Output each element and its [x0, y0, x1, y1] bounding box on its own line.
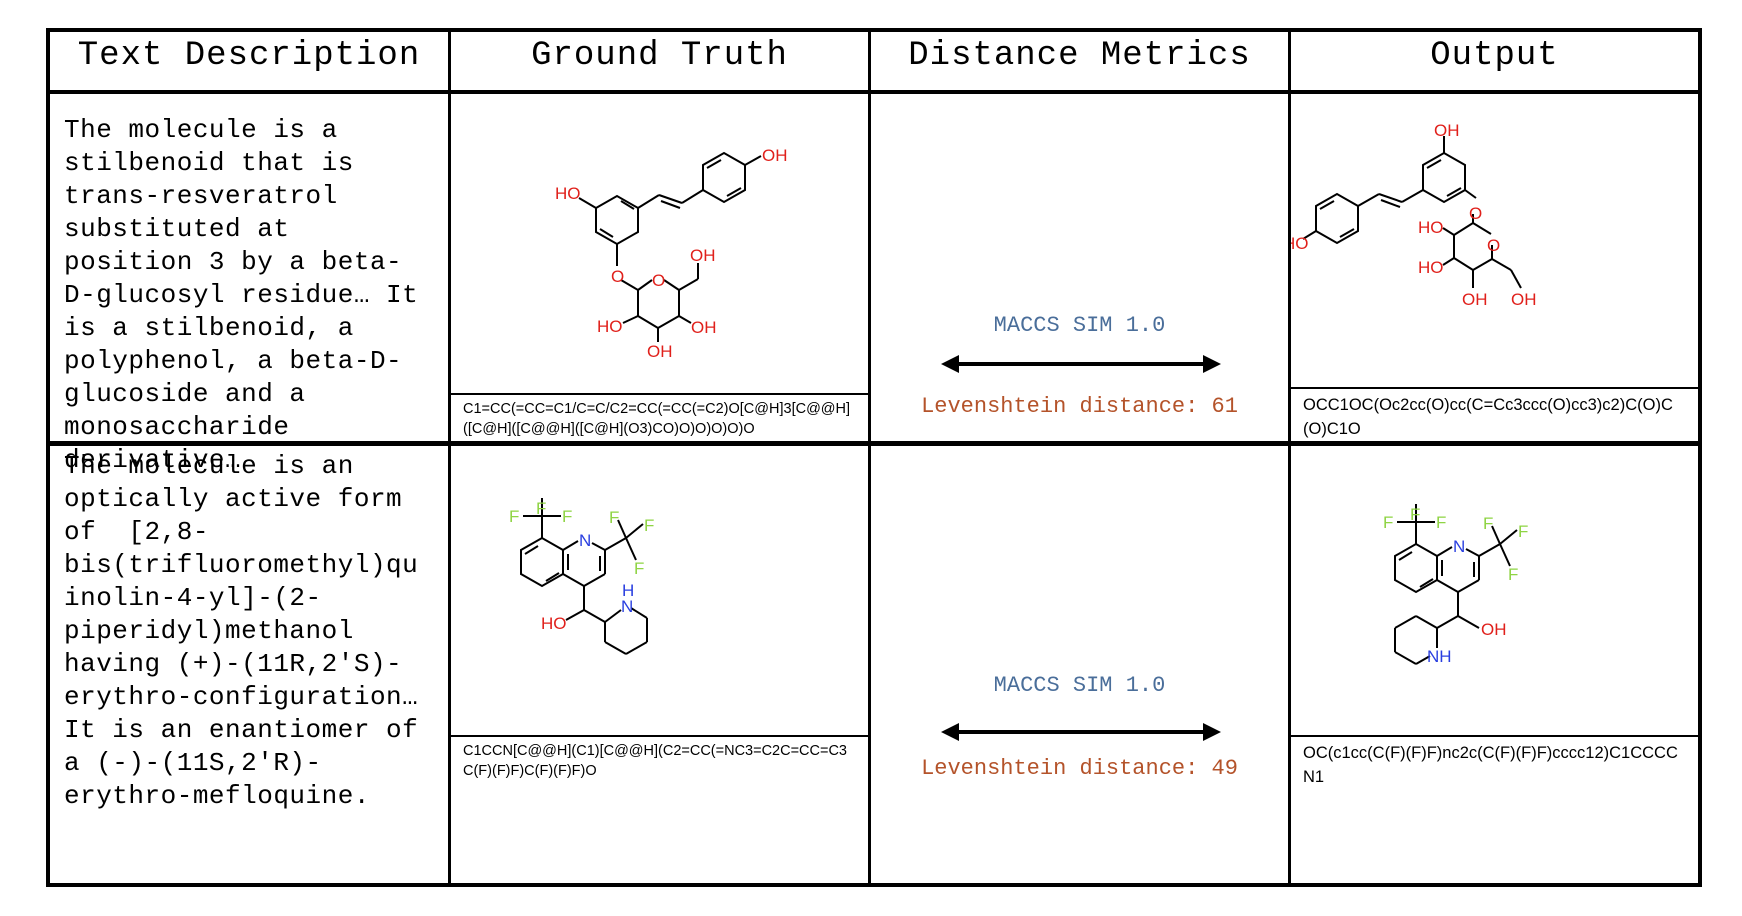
- atom-label: OH: [1434, 121, 1460, 140]
- row1-double-arrow: [941, 355, 1221, 373]
- table-top-border: [46, 28, 1702, 32]
- atom-label: F: [634, 559, 644, 578]
- row1-ground-truth-smiles: C1=CC(=CC=C1/C=C/C2=CC(=CC(=C2)O[C@H]3[C…: [451, 393, 868, 441]
- atom-label: NH: [1427, 647, 1452, 666]
- atom-label: O: [652, 271, 665, 290]
- header-text-description: Text Description: [77, 37, 421, 75]
- header-output: Output: [1430, 37, 1559, 75]
- row1-maccs-sim: MACCS SIM 1.0: [993, 313, 1166, 338]
- atom-label: OH: [1462, 290, 1488, 309]
- table-bottom-border: [46, 883, 1702, 887]
- atom-label: N: [579, 531, 591, 550]
- column-divider: [448, 28, 451, 886]
- row1-output-smiles: OCC1OC(Oc2cc(O)cc(C=Cc3ccc(O)cc3)c2)C(O)…: [1291, 387, 1698, 441]
- row2-ground-truth-structure: F F F F F F N N H HO: [509, 498, 654, 655]
- atom-label: OH: [762, 146, 788, 165]
- atom-label: F: [562, 507, 572, 526]
- row2-double-arrow: [941, 723, 1221, 741]
- atom-label: HO: [555, 184, 581, 203]
- row2-output-structure: F F F F F F N NH OH: [1383, 504, 1528, 666]
- column-divider: [1288, 28, 1291, 886]
- atom-label: O: [1469, 204, 1482, 223]
- atom-label: OH: [1481, 620, 1507, 639]
- atom-label: O: [611, 267, 624, 286]
- atom-label: HO: [1418, 218, 1444, 237]
- column-divider: [868, 28, 871, 886]
- row1-ground-truth-structure: OH HO O O OH OH HO OH: [555, 146, 788, 361]
- atom-label: HO: [597, 317, 623, 336]
- atom-label: H: [622, 581, 634, 600]
- comparison-table: Text Description Ground Truth Distance M…: [46, 28, 1702, 887]
- row1-description: The molecule is a stilbenoid that is tra…: [64, 115, 419, 475]
- atom-label: OH: [690, 246, 716, 265]
- table-right-border: [1698, 28, 1702, 886]
- atom-label: OH: [1511, 290, 1537, 309]
- atom-label: F: [536, 499, 546, 518]
- atom-label: OH: [691, 318, 717, 337]
- row2-description: The molecule is an optically active form…: [64, 451, 419, 811]
- atom-label: O: [1487, 236, 1500, 255]
- row1-output-structure: OH O O HO HO OH OH HO: [1291, 121, 1537, 309]
- atom-label: F: [1518, 522, 1528, 541]
- row2-output-smiles: OC(c1cc(C(F)(F)F)nc2c(C(F)(F)F)cccc12)C1…: [1291, 735, 1698, 786]
- atom-label: OH: [647, 342, 673, 361]
- atom-label: F: [644, 516, 654, 535]
- row1-levenshtein: Levenshtein distance: 61: [921, 394, 1238, 419]
- atom-label: HO: [541, 614, 567, 633]
- atom-label: F: [509, 507, 519, 526]
- atom-label: HO: [1291, 234, 1309, 253]
- table-left-border: [46, 28, 50, 886]
- atom-label: F: [1436, 513, 1446, 532]
- atom-label: F: [1410, 505, 1420, 524]
- atom-label: F: [1508, 565, 1518, 584]
- atom-label: HO: [1418, 258, 1444, 277]
- atom-label: F: [609, 508, 619, 527]
- atom-label: N: [1453, 537, 1465, 556]
- atom-label: N: [621, 597, 633, 616]
- header-bottom-border: [46, 90, 1702, 94]
- header-distance-metrics: Distance Metrics: [908, 37, 1251, 75]
- atom-label: F: [1483, 514, 1493, 533]
- row2-maccs-sim: MACCS SIM 1.0: [993, 673, 1166, 698]
- row2-levenshtein: Levenshtein distance: 49: [921, 756, 1238, 781]
- header-ground-truth: Ground Truth: [531, 37, 788, 75]
- row-divider: [46, 441, 1702, 446]
- atom-label: F: [1383, 513, 1393, 532]
- row2-ground-truth-smiles: C1CCN[C@@H](C1)[C@@H](C2=CC(=NC3=C2C=CC=…: [451, 735, 868, 783]
